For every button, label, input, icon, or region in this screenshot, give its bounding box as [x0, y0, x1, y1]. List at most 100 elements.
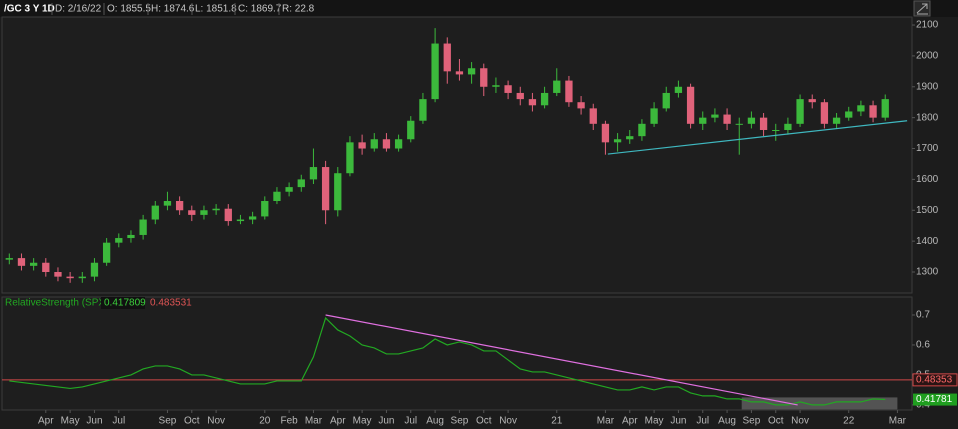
header-item: D: 2/16/22: [55, 4, 102, 15]
rs-line: [9, 316, 886, 406]
price-panel: [1, 16, 913, 294]
candle-body: [163, 201, 172, 206]
x-tick-label: Mar: [597, 416, 615, 427]
candle-body: [686, 86, 695, 124]
x-tick-label: 22: [843, 416, 855, 427]
x-tick-label: Feb: [280, 416, 298, 427]
candle-body: [808, 99, 816, 103]
candle-body: [309, 167, 318, 180]
header-item: C: 1869.7: [238, 4, 282, 15]
candle-body: [261, 201, 269, 217]
expand-icon[interactable]: [913, 0, 931, 17]
header-bar: [0, 0, 958, 17]
last-tag-label: 0.41781: [916, 394, 953, 405]
candle-body: [42, 262, 50, 273]
candle-body: [443, 43, 451, 72]
y-tick-label: 2100: [916, 20, 939, 31]
candle-body: [650, 108, 658, 124]
candle-body: [601, 123, 610, 143]
y-tick-label: 1600: [916, 174, 939, 185]
x-tick-label: Nov: [207, 416, 225, 427]
x-tick-label: May: [645, 416, 664, 427]
candle-body: [735, 123, 743, 125]
x-tick-label: May: [353, 416, 372, 427]
candle-body: [419, 99, 427, 121]
candle-body: [796, 99, 804, 124]
x-tick-label: Oct: [476, 416, 492, 427]
candle-body: [54, 272, 62, 277]
candle-body: [66, 276, 74, 279]
candle-body: [370, 139, 378, 149]
rs-panel: [1, 296, 913, 411]
candle-body: [711, 114, 719, 118]
y-tick-label: 2000: [916, 51, 939, 62]
candle-body: [127, 234, 135, 239]
x-tick-label: Oct: [768, 416, 784, 427]
x-tick-label: Jul: [112, 416, 125, 427]
candle-body: [285, 187, 293, 192]
y-tick-label: 1800: [916, 112, 939, 123]
candle-body: [832, 117, 841, 124]
ref-tag: [912, 373, 958, 387]
candle-body: [504, 85, 512, 93]
candle-body: [382, 139, 391, 149]
candle-body: [845, 111, 853, 118]
y-tick-label: 1500: [916, 205, 939, 216]
header-item: L: 1851.8: [195, 4, 237, 15]
x-tick-label: Apr: [330, 416, 346, 427]
candle-body: [553, 80, 561, 93]
x-tick-label: Apr: [622, 416, 638, 427]
x-tick-label: 20: [259, 416, 271, 427]
candle-body: [236, 219, 245, 222]
x-tick-label: Jul: [696, 416, 709, 427]
x-tick-label: Sep: [451, 416, 469, 427]
candle-body: [759, 117, 768, 130]
ref-tag-label: 0.48353: [916, 375, 953, 386]
candle-body: [674, 86, 683, 93]
candle-body: [540, 92, 549, 106]
candle-body: [90, 262, 99, 277]
legend-ref-value: 0.483531: [150, 298, 192, 309]
highlight-box: [741, 397, 898, 410]
candle-body: [29, 262, 38, 266]
candle-body: [723, 114, 731, 124]
legend-value: 0.417809: [104, 298, 146, 309]
candle-body: [455, 71, 464, 75]
x-tick-label: Nov: [499, 416, 517, 427]
candle-body: [175, 201, 184, 211]
candle-body: [492, 85, 500, 87]
candle-body: [5, 258, 13, 260]
x-tick-label: Nov: [791, 416, 809, 427]
x-tick-label: Oct: [184, 416, 200, 427]
header-item: O: 1855.5: [107, 4, 151, 15]
candle-body: [784, 123, 792, 130]
candle-body: [431, 43, 439, 100]
candle-body: [102, 242, 111, 263]
header-item: H: 1874.6: [151, 4, 195, 15]
candle-body: [662, 92, 670, 109]
x-tick-label: Jun: [670, 416, 686, 427]
candle-body: [212, 208, 220, 211]
candle-body: [869, 105, 877, 118]
y-tick-label: 0.7: [916, 310, 930, 321]
candle-body: [881, 99, 889, 118]
candle-body: [394, 139, 403, 149]
candle-body: [224, 208, 232, 222]
x-tick-label: 21: [551, 416, 563, 427]
candle-body: [139, 219, 147, 235]
last-tag: [913, 393, 957, 406]
x-tick-label: Sep: [743, 416, 761, 427]
candle-body: [115, 238, 123, 243]
candle-body: [565, 80, 573, 103]
candle-body: [346, 142, 354, 174]
header-item: R: 22.8: [282, 4, 315, 15]
x-tick-label: Jul: [404, 416, 417, 427]
y-tick-label: 1900: [916, 81, 939, 92]
x-tick-label: Aug: [718, 416, 736, 427]
x-tick-label: Aug: [426, 416, 444, 427]
candle-body: [747, 117, 756, 124]
legend-value-box: [101, 297, 145, 309]
x-tick-label: Apr: [38, 416, 54, 427]
